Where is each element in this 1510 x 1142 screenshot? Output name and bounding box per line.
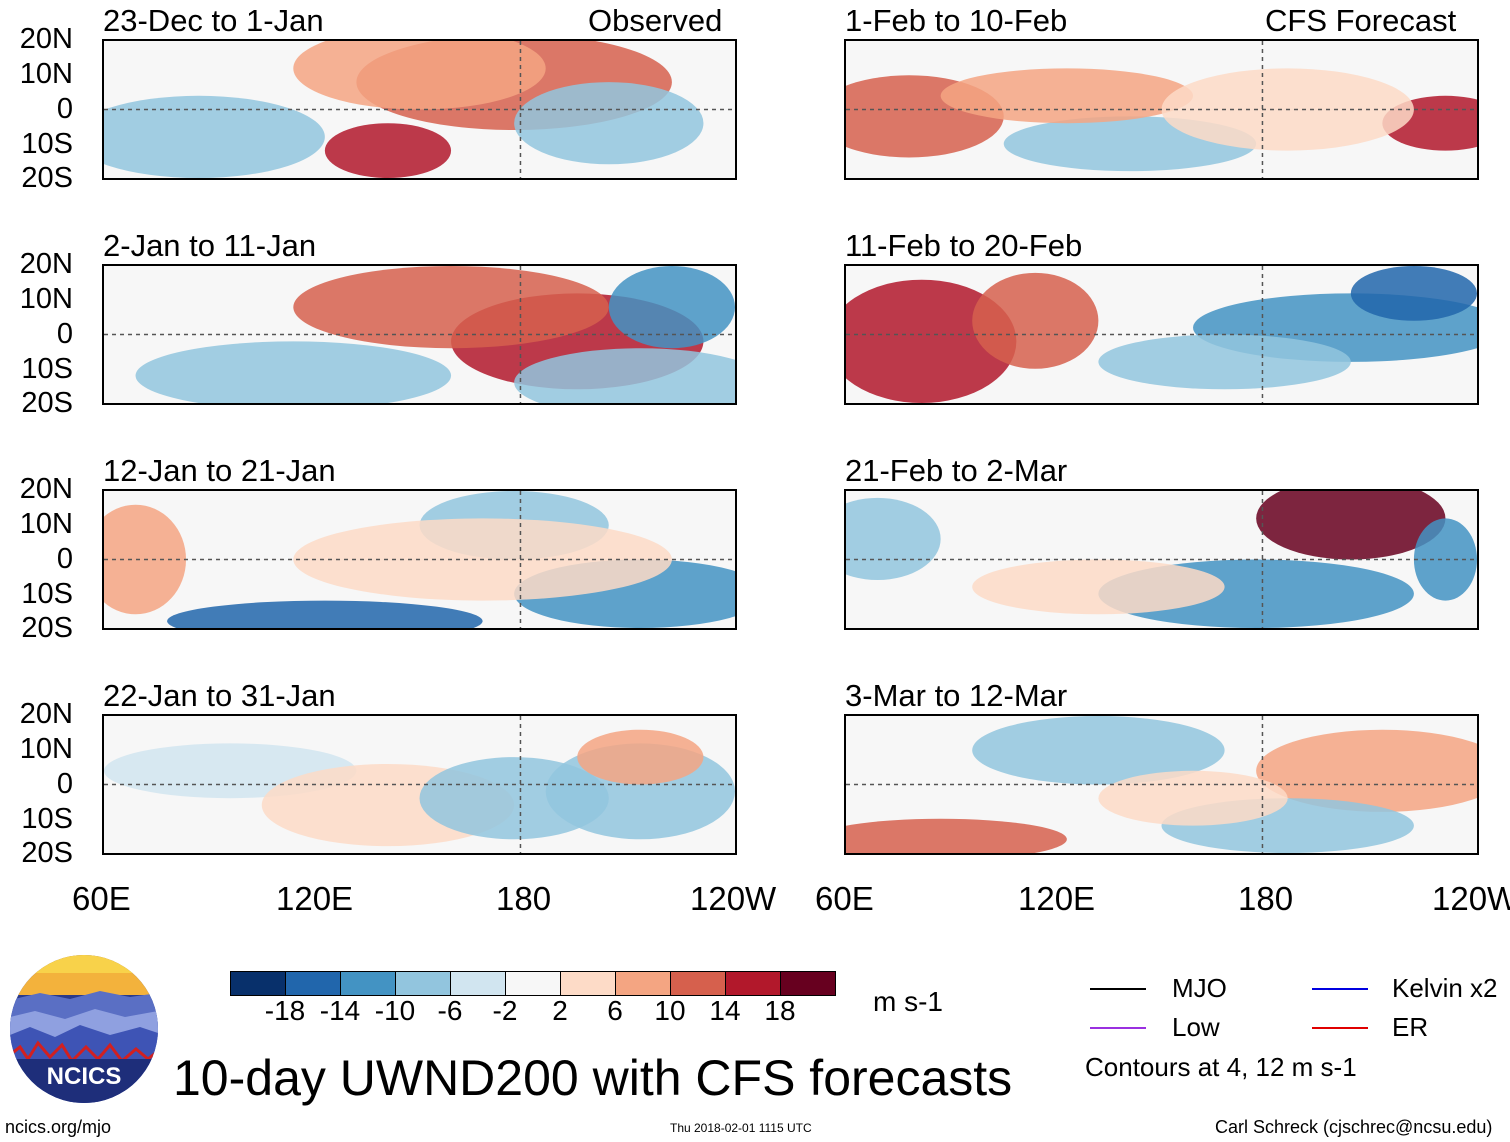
map-field [104, 491, 735, 628]
lon-label-120w-left: 120W [690, 880, 777, 917]
figure-title: 10-day UWND200 with CFS forecasts [173, 1050, 1013, 1106]
ncics-logo: NCICS [10, 955, 158, 1103]
lat-label: 20N [19, 473, 73, 505]
colorbar-swatch [561, 972, 616, 995]
colorbar-swatch [616, 972, 671, 995]
lat-label: 20N [19, 248, 73, 280]
panel-title: 2-Jan to 11-Jan [103, 228, 317, 263]
colorbar-tick: -10 [374, 995, 416, 1026]
panel-tag: Observed [588, 3, 723, 38]
colorbar [230, 971, 836, 996]
colorbar-tick: 2 [552, 995, 568, 1026]
colorbar-swatch [286, 972, 341, 995]
lat-label: 20S [21, 162, 73, 194]
colorbar-tick: -6 [437, 995, 463, 1026]
map-panel [102, 264, 737, 405]
lat-label: 0 [56, 93, 73, 125]
lon-label-120w-right: 120W [1432, 880, 1510, 917]
lat-label: 10N [19, 733, 73, 765]
lat-label: 10S [21, 128, 73, 160]
colorbar-swatch [231, 972, 286, 995]
legend-low-label: Low [1172, 1012, 1220, 1042]
colorbar-tick: 14 [709, 995, 741, 1026]
lon-label-120e-right: 120E [1018, 880, 1096, 917]
colorbar-tick: -14 [319, 995, 361, 1026]
lat-label: 20S [21, 387, 73, 419]
lon-label-60e-left: 60E [72, 880, 131, 917]
lat-label: 0 [56, 318, 73, 350]
legend-mjo-label: MJO [1172, 973, 1227, 1003]
colorbar-tick: -18 [264, 995, 306, 1026]
footer-author: Carl Schreck (cjschrec@ncsu.edu) [1215, 1117, 1493, 1137]
colorbar-swatch [726, 972, 781, 995]
panel-title: 23-Dec to 1-Jan [103, 3, 324, 38]
map-panel [102, 489, 737, 630]
lon-label-180-right: 180 [1238, 880, 1294, 917]
map-panel [844, 489, 1479, 630]
legend-er-label: ER [1392, 1012, 1429, 1042]
lat-label: 0 [56, 768, 73, 800]
map-field [846, 266, 1477, 403]
lon-label-120e-left: 120E [276, 880, 354, 917]
colorbar-swatch [451, 972, 506, 995]
panel-title: 21-Feb to 2-Mar [845, 453, 1068, 488]
lon-label-60e-right: 60E [815, 880, 874, 917]
legend-er-line [1312, 1027, 1368, 1029]
lat-label: 10N [19, 58, 73, 90]
footer-url[interactable]: ncics.org/mjo [5, 1117, 112, 1137]
legend-kelvin-line [1312, 988, 1368, 990]
map-field [846, 41, 1477, 178]
map-panel [102, 39, 737, 180]
lon-label-180-left: 180 [496, 880, 552, 917]
map-panel [844, 39, 1479, 180]
lat-label: 10S [21, 803, 73, 835]
lat-label: 10N [19, 283, 73, 315]
colorbar-swatch [341, 972, 396, 995]
map-field [104, 716, 735, 853]
lat-label: 20N [19, 23, 73, 55]
lat-label: 10S [21, 578, 73, 610]
colorbar-swatch [396, 972, 451, 995]
lat-label: 20N [19, 698, 73, 730]
legend-kelvin-label: Kelvin x2 [1392, 973, 1498, 1003]
panel-title: 11-Feb to 20-Feb [845, 228, 1083, 263]
lat-label: 10N [19, 508, 73, 540]
lat-label: 20S [21, 837, 73, 869]
colorbar-tick: -2 [492, 995, 518, 1026]
legend-low-line [1090, 1027, 1146, 1029]
lat-label: 0 [56, 543, 73, 575]
panel-title: 22-Jan to 31-Jan [103, 678, 336, 713]
panel-title: 3-Mar to 12-Mar [845, 678, 1068, 713]
logo-text: NCICS [46, 1063, 122, 1090]
map-panel [844, 714, 1479, 855]
map-field [846, 491, 1477, 628]
colorbar-swatch [781, 972, 835, 995]
legend-mjo-line [1090, 988, 1146, 990]
lat-label: 10S [21, 353, 73, 385]
panel-title: 1-Feb to 10-Feb [845, 3, 1068, 38]
map-field [846, 716, 1477, 853]
panel-tag: CFS Forecast [1265, 3, 1457, 38]
colorbar-tick: 10 [654, 995, 686, 1026]
map-field [104, 266, 735, 403]
colorbar-units: m s-1 [873, 986, 943, 1017]
lat-label: 20S [21, 612, 73, 644]
legend-note: Contours at 4, 12 m s-1 [1085, 1052, 1357, 1082]
colorbar-swatch [671, 972, 726, 995]
panel-title: 12-Jan to 21-Jan [103, 453, 336, 488]
colorbar-tick: 6 [607, 995, 623, 1026]
map-field [104, 41, 735, 178]
footer-timestamp: Thu 2018-02-01 1115 UTC [670, 1121, 812, 1135]
map-panel [102, 714, 737, 855]
map-panel [844, 264, 1479, 405]
colorbar-swatch [506, 972, 561, 995]
colorbar-tick: 18 [764, 995, 796, 1026]
